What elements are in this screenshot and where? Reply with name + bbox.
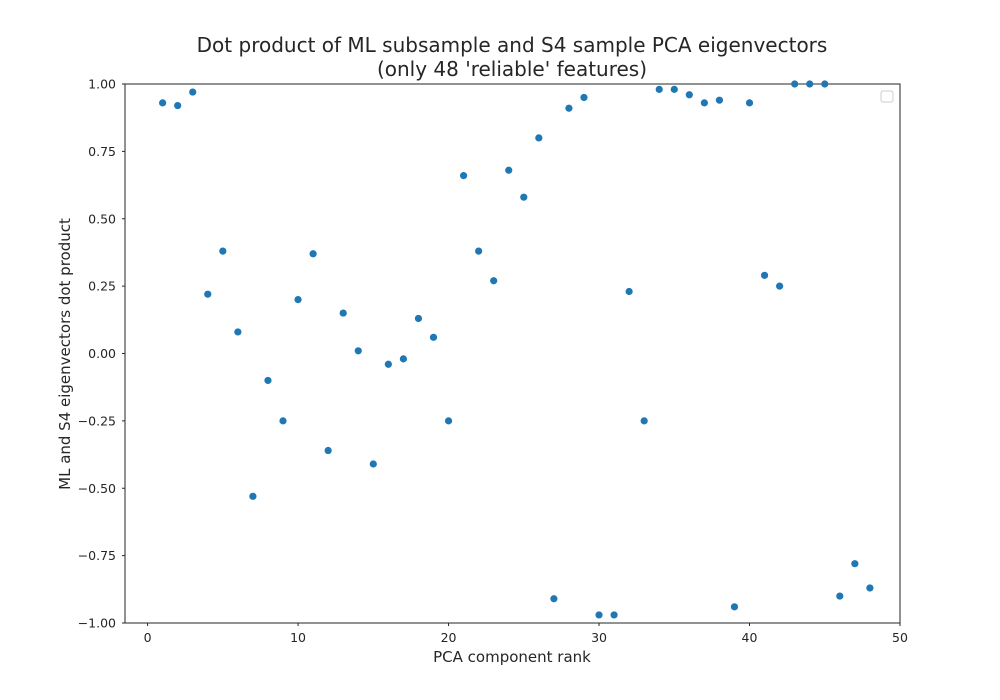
x-tick-label: 10 bbox=[290, 630, 306, 645]
y-axis-label: ML and S4 eigenvectors dot product bbox=[56, 218, 74, 490]
data-point bbox=[339, 309, 347, 317]
data-point bbox=[475, 247, 483, 255]
data-point bbox=[806, 80, 814, 88]
data-point bbox=[384, 360, 392, 368]
data-point bbox=[550, 595, 558, 603]
data-point bbox=[324, 446, 332, 455]
data-point bbox=[234, 328, 242, 336]
data-point bbox=[264, 376, 272, 385]
data-point bbox=[866, 584, 874, 592]
data-point bbox=[444, 417, 453, 425]
data-point bbox=[369, 460, 377, 468]
y-tick-label: 0.75 bbox=[88, 144, 116, 159]
chart-title: Dot product of ML subsample and S4 sampl… bbox=[197, 33, 828, 57]
data-point bbox=[189, 88, 197, 96]
data-point bbox=[791, 80, 799, 88]
data-point bbox=[730, 603, 739, 611]
data-point bbox=[760, 271, 769, 279]
x-axis: 0 10 20 30 40 50 bbox=[144, 623, 908, 645]
y-tick-label: 0.25 bbox=[88, 279, 116, 294]
data-point bbox=[655, 85, 663, 93]
data-point bbox=[429, 333, 438, 341]
data-point bbox=[776, 282, 784, 290]
data-point bbox=[851, 560, 859, 568]
data-point bbox=[580, 93, 588, 102]
data-point bbox=[249, 492, 257, 500]
data-point bbox=[505, 166, 513, 174]
y-tick-label: 1.00 bbox=[88, 77, 116, 92]
data-point bbox=[745, 99, 754, 107]
data-point bbox=[535, 134, 543, 142]
data-point bbox=[625, 287, 633, 296]
data-point bbox=[610, 611, 618, 619]
x-tick-label: 0 bbox=[144, 630, 152, 645]
data-point bbox=[294, 296, 302, 304]
chart-subtitle: (only 48 'reliable' features) bbox=[377, 57, 647, 81]
data-point bbox=[700, 99, 708, 107]
data-point bbox=[219, 247, 227, 255]
data-point bbox=[640, 417, 648, 425]
data-point bbox=[670, 85, 678, 93]
x-tick-label: 50 bbox=[892, 630, 908, 645]
data-point bbox=[520, 193, 528, 201]
y-tick-label: −0.25 bbox=[78, 413, 116, 428]
x-tick-label: 20 bbox=[441, 630, 457, 645]
data-point bbox=[685, 91, 693, 99]
data-point bbox=[309, 250, 317, 258]
data-point bbox=[595, 611, 603, 619]
data-point bbox=[399, 355, 407, 363]
y-tick-label: −0.50 bbox=[78, 481, 116, 496]
data-point bbox=[459, 172, 468, 180]
data-point bbox=[565, 104, 573, 112]
x-axis-label: PCA component rank bbox=[433, 648, 591, 666]
y-tick-label: 0.00 bbox=[88, 346, 116, 361]
x-tick-label: 40 bbox=[742, 630, 758, 645]
data-point bbox=[836, 592, 844, 600]
legend-box bbox=[880, 90, 894, 103]
plot-area-frame bbox=[124, 83, 901, 624]
data-point bbox=[490, 277, 498, 285]
x-tick-label: 30 bbox=[591, 630, 607, 645]
y-tick-label: 0.50 bbox=[88, 211, 116, 226]
scatter-points bbox=[159, 80, 874, 619]
data-point bbox=[414, 314, 423, 323]
data-point bbox=[174, 101, 182, 110]
data-point bbox=[159, 99, 167, 107]
y-tick-label: −0.75 bbox=[78, 548, 116, 563]
data-point bbox=[279, 417, 287, 425]
data-point bbox=[715, 96, 724, 104]
data-point bbox=[354, 347, 362, 355]
y-tick-label: −1.00 bbox=[78, 616, 116, 631]
data-point bbox=[204, 290, 212, 298]
data-point bbox=[821, 80, 829, 88]
y-axis: −1.00 −0.75 −0.50 −0.25 0.00 0.25 0.50 0.75 1.00 bbox=[78, 77, 125, 631]
